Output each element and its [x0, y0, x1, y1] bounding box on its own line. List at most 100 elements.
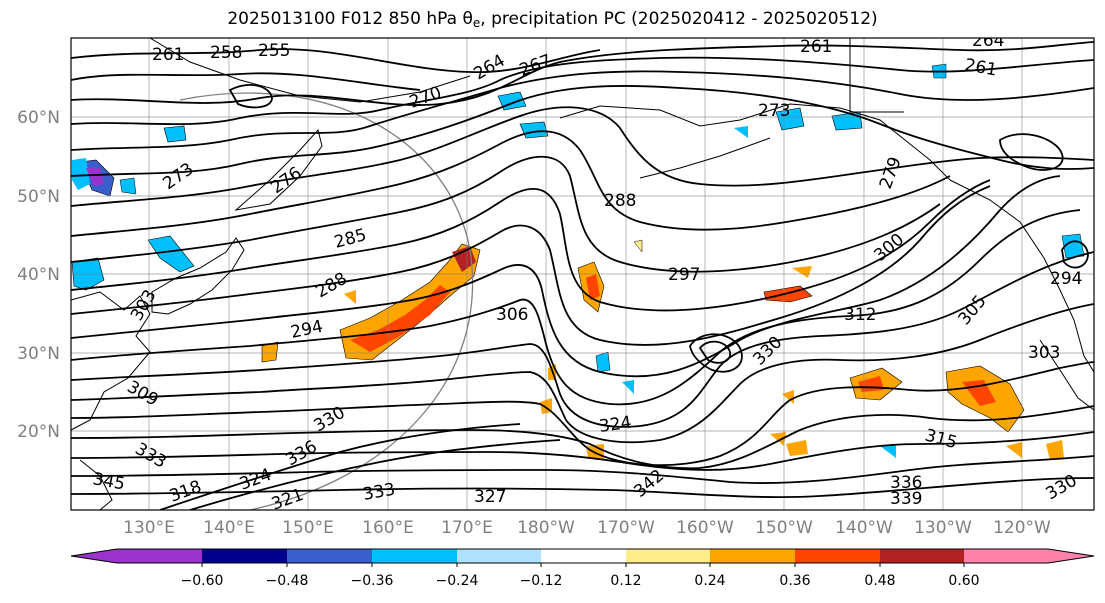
precip-cluster [782, 390, 794, 404]
contour-line [71, 155, 941, 273]
contour-line [189, 439, 561, 510]
contour-line [71, 70, 1094, 151]
contour-label: 303 [1028, 343, 1060, 363]
title-subscript: e [472, 16, 481, 30]
colorbar-tick-label: −0.24 [436, 573, 479, 589]
precip-cluster [344, 290, 356, 304]
coastline-north-america [949, 179, 1094, 373]
contour-line [71, 455, 1094, 484]
colorbar-outline [70, 548, 1095, 564]
contour-label: 288 [604, 191, 636, 211]
lat-label: 40°N [17, 265, 60, 285]
contour-line [999, 133, 1064, 171]
colorbar-extend-low [71, 549, 117, 563]
contour-line [71, 251, 1094, 428]
lon-label: 150°W [755, 518, 813, 538]
contour-label: 339 [890, 489, 922, 509]
contour-label: 255 [258, 41, 290, 61]
contour-line [698, 340, 731, 364]
contour-line [71, 209, 1081, 406]
precip-cluster [147, 235, 195, 273]
precip-cluster [1046, 440, 1064, 460]
contour-line [71, 179, 991, 312]
contour-line [159, 423, 521, 510]
contour-label: 258 [210, 43, 242, 63]
contour-line [71, 185, 991, 346]
coastline-alaska [559, 103, 951, 181]
colorbar-bin [880, 549, 964, 563]
contour-line [228, 84, 273, 109]
contour-line [71, 106, 1094, 207]
title-suffix: , precipitation PC (2025020412 - 2025020… [480, 9, 878, 29]
colorbar-tick-marks [201, 563, 965, 567]
colorbar-bin [202, 549, 287, 563]
colorbar-tick-label: −0.48 [266, 573, 309, 589]
lon-label: 130°W [914, 518, 972, 538]
colorbar: −0.60 −0.48 −0.36 −0.24 −0.12 0.12 0.24 … [70, 548, 1095, 589]
precip-shading [71, 63, 1085, 460]
colorbar-tick-label: −0.12 [520, 573, 563, 589]
precip-cluster [339, 243, 481, 361]
latitude-labels: 20°N 30°N 40°N 50°N 60°N [17, 108, 60, 442]
lon-label: 150°E [282, 518, 334, 538]
contour-label: 261 [152, 45, 184, 65]
colorbar-tick-label: 0.36 [779, 573, 810, 589]
great-circle-arc [179, 92, 474, 510]
coastline-baja [1039, 339, 1094, 411]
coastline-kamchatka [234, 128, 323, 211]
contour-line [71, 130, 951, 237]
contour-label: 324 [598, 413, 633, 437]
colorbar-tick-label: −0.60 [181, 573, 224, 589]
precip-cluster [633, 239, 643, 253]
colorbar-tick-label: 0.48 [864, 573, 895, 589]
precip-cluster [622, 380, 634, 394]
lat-label: 60°N [17, 108, 60, 128]
coastlines [71, 38, 1094, 510]
colorbar-bin [964, 549, 1048, 563]
contour-line [71, 72, 421, 91]
coastline-aleutians [639, 137, 771, 179]
lat-label: 20°N [17, 422, 60, 442]
precip-cluster [792, 266, 812, 278]
contour-label: 297 [668, 265, 700, 285]
contour-label: 264 [972, 31, 1004, 51]
colorbar-tick-label: 0.12 [610, 573, 641, 589]
contour-line [71, 48, 601, 74]
lat-label: 50°N [17, 187, 60, 207]
title-prefix: 2025013100 F012 850 hPa [227, 9, 458, 29]
longitude-labels: 130°E 140°E 150°E 160°E 170°E 180°W 170°… [123, 518, 1051, 538]
theta-e-contours [71, 41, 1094, 510]
contour-label: 294 [1050, 269, 1082, 289]
title-theta: θ [462, 9, 473, 29]
colorbar-tick-label: 0.24 [694, 573, 725, 589]
precip-cluster [119, 177, 137, 195]
colorbar-extend-high [1048, 549, 1094, 563]
colorbar-bin [287, 549, 372, 563]
contour-label: 336 [890, 473, 922, 493]
colorbar-bin [710, 549, 795, 563]
colorbar-tick-label: 0.60 [948, 573, 979, 589]
lon-label: 130°E [123, 518, 175, 538]
precip-cluster [72, 158, 90, 190]
precip-cluster [1061, 233, 1085, 259]
lon-label: 160°E [362, 518, 414, 538]
contour-label: 312 [844, 305, 876, 325]
precip-cluster [775, 107, 805, 131]
precip-cluster [1006, 442, 1022, 458]
precip-cluster [770, 432, 786, 446]
contour-line [71, 477, 1094, 499]
chart-title: 2025013100 F012 850 hPa θe, precipitatio… [0, 9, 1105, 30]
precip-cluster [734, 126, 748, 138]
contour-line [71, 41, 1094, 106]
contour-line [71, 431, 1094, 471]
contour-label: 327 [474, 487, 506, 507]
lon-label: 140°E [203, 518, 255, 538]
contour-line [71, 85, 1094, 177]
coastline-japan [151, 237, 245, 315]
contour-label: 261 [800, 37, 832, 57]
lon-label: 160°W [676, 518, 734, 538]
lon-label: 170°E [441, 518, 493, 538]
precip-cluster [86, 168, 104, 186]
lon-label: 120°W [993, 518, 1051, 538]
